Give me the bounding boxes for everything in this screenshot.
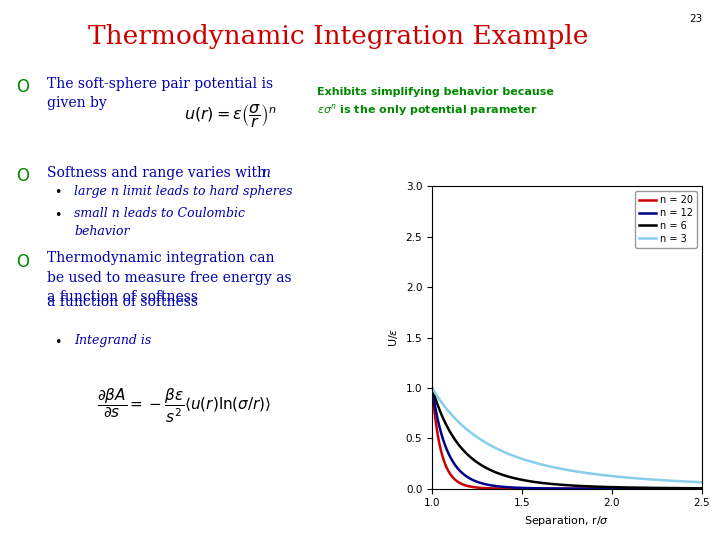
n = 20 — [474, 484, 483, 491]
Legend: n = 20, n = 12, n = 6, n = 3: n = 20, n = 12, n = 6, n = 3 — [635, 191, 697, 248]
Text: O: O — [16, 78, 29, 96]
n = 12 — [663, 485, 672, 492]
n = 3 — [459, 423, 467, 429]
Text: •: • — [54, 186, 61, 199]
Text: $\dfrac{\partial \beta A}{\partial s} = -\dfrac{\beta\varepsilon}{s^2}\langle u(: $\dfrac{\partial \beta A}{\partial s} = … — [97, 386, 271, 424]
Text: Softness and range varies with: Softness and range varies with — [47, 166, 270, 180]
n = 3 — [428, 385, 436, 392]
n = 6 — [428, 385, 436, 392]
Text: •: • — [54, 209, 61, 222]
n = 3 — [543, 463, 552, 469]
n = 12 — [543, 485, 552, 492]
n = 12 — [693, 485, 701, 492]
n = 3 — [693, 479, 701, 485]
Text: Exhibits simplifying behavior because: Exhibits simplifying behavior because — [317, 87, 554, 98]
n = 3 — [698, 479, 706, 485]
n = 3 — [474, 435, 483, 442]
Text: a function of softness: a function of softness — [47, 295, 202, 309]
Text: Integrand is: Integrand is — [74, 334, 151, 347]
n = 6 — [698, 485, 706, 491]
X-axis label: Separation, r/$\sigma$: Separation, r/$\sigma$ — [524, 514, 610, 528]
Text: Thermodynamic Integration Example: Thermodynamic Integration Example — [89, 24, 588, 49]
Text: The soft-sphere pair potential is
given by: The soft-sphere pair potential is given … — [47, 77, 273, 110]
Line: n = 6: n = 6 — [432, 388, 702, 488]
n = 6 — [459, 447, 467, 453]
n = 20 — [543, 485, 552, 492]
Text: •: • — [54, 336, 61, 349]
n = 6 — [531, 479, 540, 485]
n = 12 — [531, 485, 540, 491]
n = 20 — [698, 485, 706, 492]
n = 12 — [428, 386, 436, 393]
Y-axis label: U/$\varepsilon$: U/$\varepsilon$ — [387, 328, 400, 347]
n = 20 — [459, 481, 467, 488]
Text: $\varepsilon\sigma^n$ is the only potential parameter: $\varepsilon\sigma^n$ is the only potent… — [317, 102, 538, 118]
Line: n = 20: n = 20 — [432, 390, 702, 489]
n = 20 — [531, 485, 540, 492]
n = 6 — [543, 480, 552, 487]
n = 12 — [698, 485, 706, 492]
Text: Thermodynamic integration can
be used to measure free energy as
a function of so: Thermodynamic integration can be used to… — [47, 251, 292, 304]
n = 6 — [663, 485, 672, 491]
Text: 23: 23 — [689, 14, 702, 24]
n = 12 — [459, 470, 467, 477]
Text: O: O — [16, 253, 29, 271]
n = 6 — [474, 461, 483, 467]
Line: n = 3: n = 3 — [432, 388, 702, 482]
n = 20 — [663, 485, 672, 492]
Text: $u(r) = \varepsilon \left(\dfrac{\sigma}{r}\right)^n$: $u(r) = \varepsilon \left(\dfrac{\sigma}… — [184, 102, 276, 130]
Line: n = 12: n = 12 — [432, 389, 702, 489]
n = 3 — [663, 477, 672, 484]
n = 20 — [693, 485, 701, 492]
Text: large n limit leads to hard spheres: large n limit leads to hard spheres — [74, 185, 292, 198]
Text: small n leads to Coulombic
behavior: small n leads to Coulombic behavior — [74, 207, 245, 238]
n = 3 — [531, 460, 540, 466]
n = 12 — [474, 479, 483, 485]
n = 20 — [428, 387, 436, 393]
Text: O: O — [16, 167, 29, 185]
n = 6 — [693, 485, 701, 491]
Text: n: n — [261, 166, 270, 180]
